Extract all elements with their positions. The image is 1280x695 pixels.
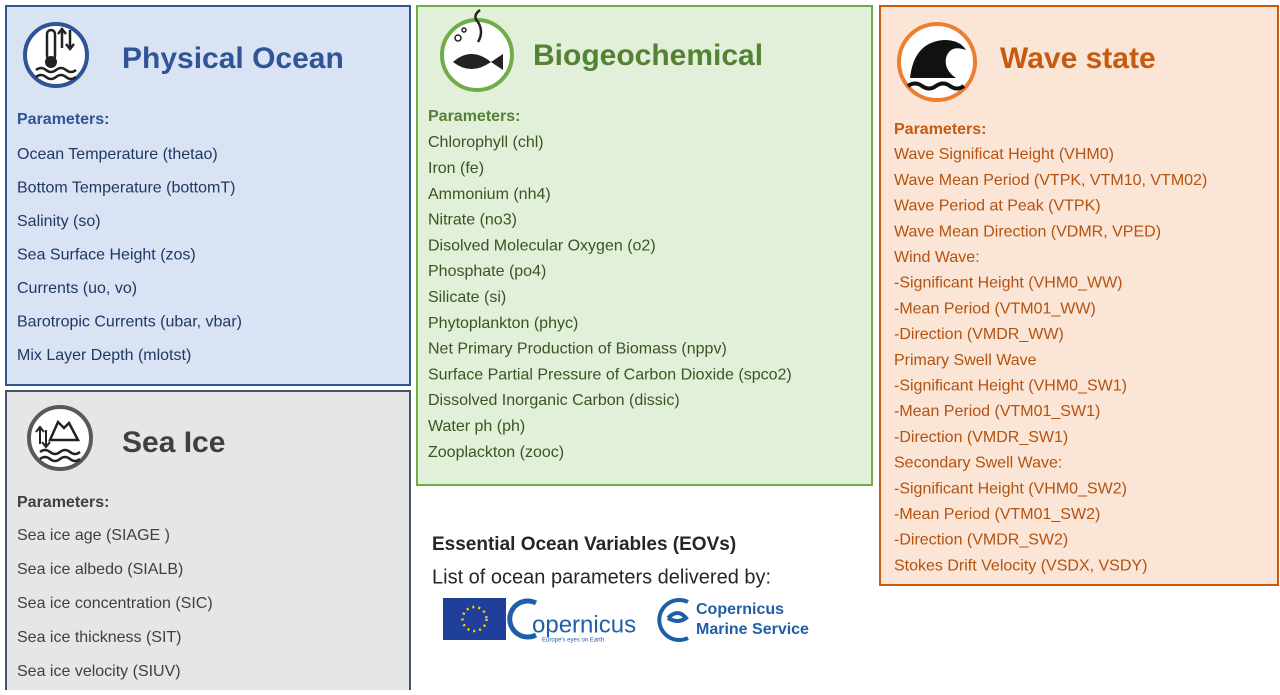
parameter-item: -Mean Period (VTM01_SW2) [894,506,1100,523]
copernicus-tagline: Europe's eyes on Earth [542,638,604,644]
parameter-item: Wave Mean Direction (VDMR, VPED) [894,223,1161,240]
parameter-item: Dissolved Inorganic Carbon (dissic) [428,392,680,409]
parameter-item: -Significant Height (VHM0_SW1) [894,378,1127,395]
parameter-item: Sea ice velocity (SIUV) [17,663,181,680]
parameter-item: Mix Layer Depth (mlotst) [17,347,191,364]
parameter-item: Iron (fe) [428,160,484,177]
parameter-item: -Direction (VMDR_SW1) [894,429,1068,446]
panel-title: Wave state [1000,42,1156,75]
parameter-item: -Significant Height (VHM0_SW2) [894,480,1127,497]
eu-flag [443,598,506,640]
biogeochemical-icon [440,9,514,92]
footer-subtitle: List of ocean parameters delivered by: [432,566,771,588]
parameter-item: Ammonium (nh4) [428,186,551,203]
parameter-item: Zooplackton (zooc) [428,444,564,461]
panel-box [879,5,1279,586]
parameter-item: Phosphate (po4) [428,263,546,280]
parameter-item: -Significant Height (VHM0_WW) [894,275,1123,292]
parameters-label: Parameters: [17,494,110,511]
parameter-item: Disolved Molecular Oxygen (o2) [428,237,656,254]
panel-title: Physical Ocean [122,42,344,75]
marine-text: Copernicus [696,601,784,618]
sea-ice-icon [27,405,93,471]
parameter-item: -Direction (VMDR_SW2) [894,532,1068,549]
physical-icon [23,22,89,88]
panel-title: Sea Ice [122,426,225,459]
parameter-item: Surface Partial Pressure of Carbon Dioxi… [428,366,792,383]
parameter-item: Sea ice albedo (SIALB) [17,561,183,578]
parameter-item: Sea ice age (SIAGE ) [17,527,170,544]
parameter-item: Wave Mean Period (VTPK, VTM10, VTM02) [894,172,1207,189]
parameter-item: Stokes Drift Velocity (VSDX, VSDY) [894,557,1147,574]
parameter-item: Water ph (ph) [428,418,525,435]
parameter-item: Bottom Temperature (bottomT) [17,180,235,197]
parameter-item: Sea ice thickness (SIT) [17,629,182,646]
parameter-item: Sea Surface Height (zos) [17,247,196,264]
parameter-item: Sea ice concentration (SIC) [17,595,213,612]
copernicus-c [507,598,538,640]
parameter-item: Nitrate (no3) [428,212,517,229]
parameters-label: Parameters: [17,111,110,128]
parameter-item: Wave Significat Height (VHM0) [894,146,1114,163]
parameter-item: Net Primary Production of Biomass (nppv) [428,341,727,358]
footer-title: Essential Ocean Variables (EOVs) [432,534,736,555]
marine-text: Marine Service [696,621,809,638]
parameter-item: Wind Wave: [894,249,980,266]
parameter-item: Currents (uo, vo) [17,280,137,297]
parameter-item: -Direction (VMDR_WW) [894,326,1064,343]
parameter-item: Silicate (si) [428,289,506,306]
parameters-label: Parameters: [894,121,987,138]
parameter-item: Primary Swell Wave [894,352,1037,369]
parameter-item: Ocean Temperature (thetao) [17,146,218,163]
parameter-item: -Mean Period (VTM01_WW) [894,300,1096,317]
parameter-item: Chlorophyll (chl) [428,134,544,151]
parameter-item: Phytoplankton (phyc) [428,315,578,332]
marine-logo [657,598,689,642]
parameter-item: Secondary Swell Wave: [894,455,1062,472]
parameter-item: -Mean Period (VTM01_SW1) [894,403,1100,420]
parameter-item: Wave Period at Peak (VTPK) [894,198,1101,215]
wave-icon [897,22,977,102]
parameter-item: Salinity (so) [17,213,101,230]
parameter-item: Barotropic Currents (ubar, vbar) [17,314,242,331]
parameters-label: Parameters: [428,108,521,125]
copernicus-logo-text: opernicus [532,611,636,638]
panel-title: Biogeochemical [533,39,763,72]
